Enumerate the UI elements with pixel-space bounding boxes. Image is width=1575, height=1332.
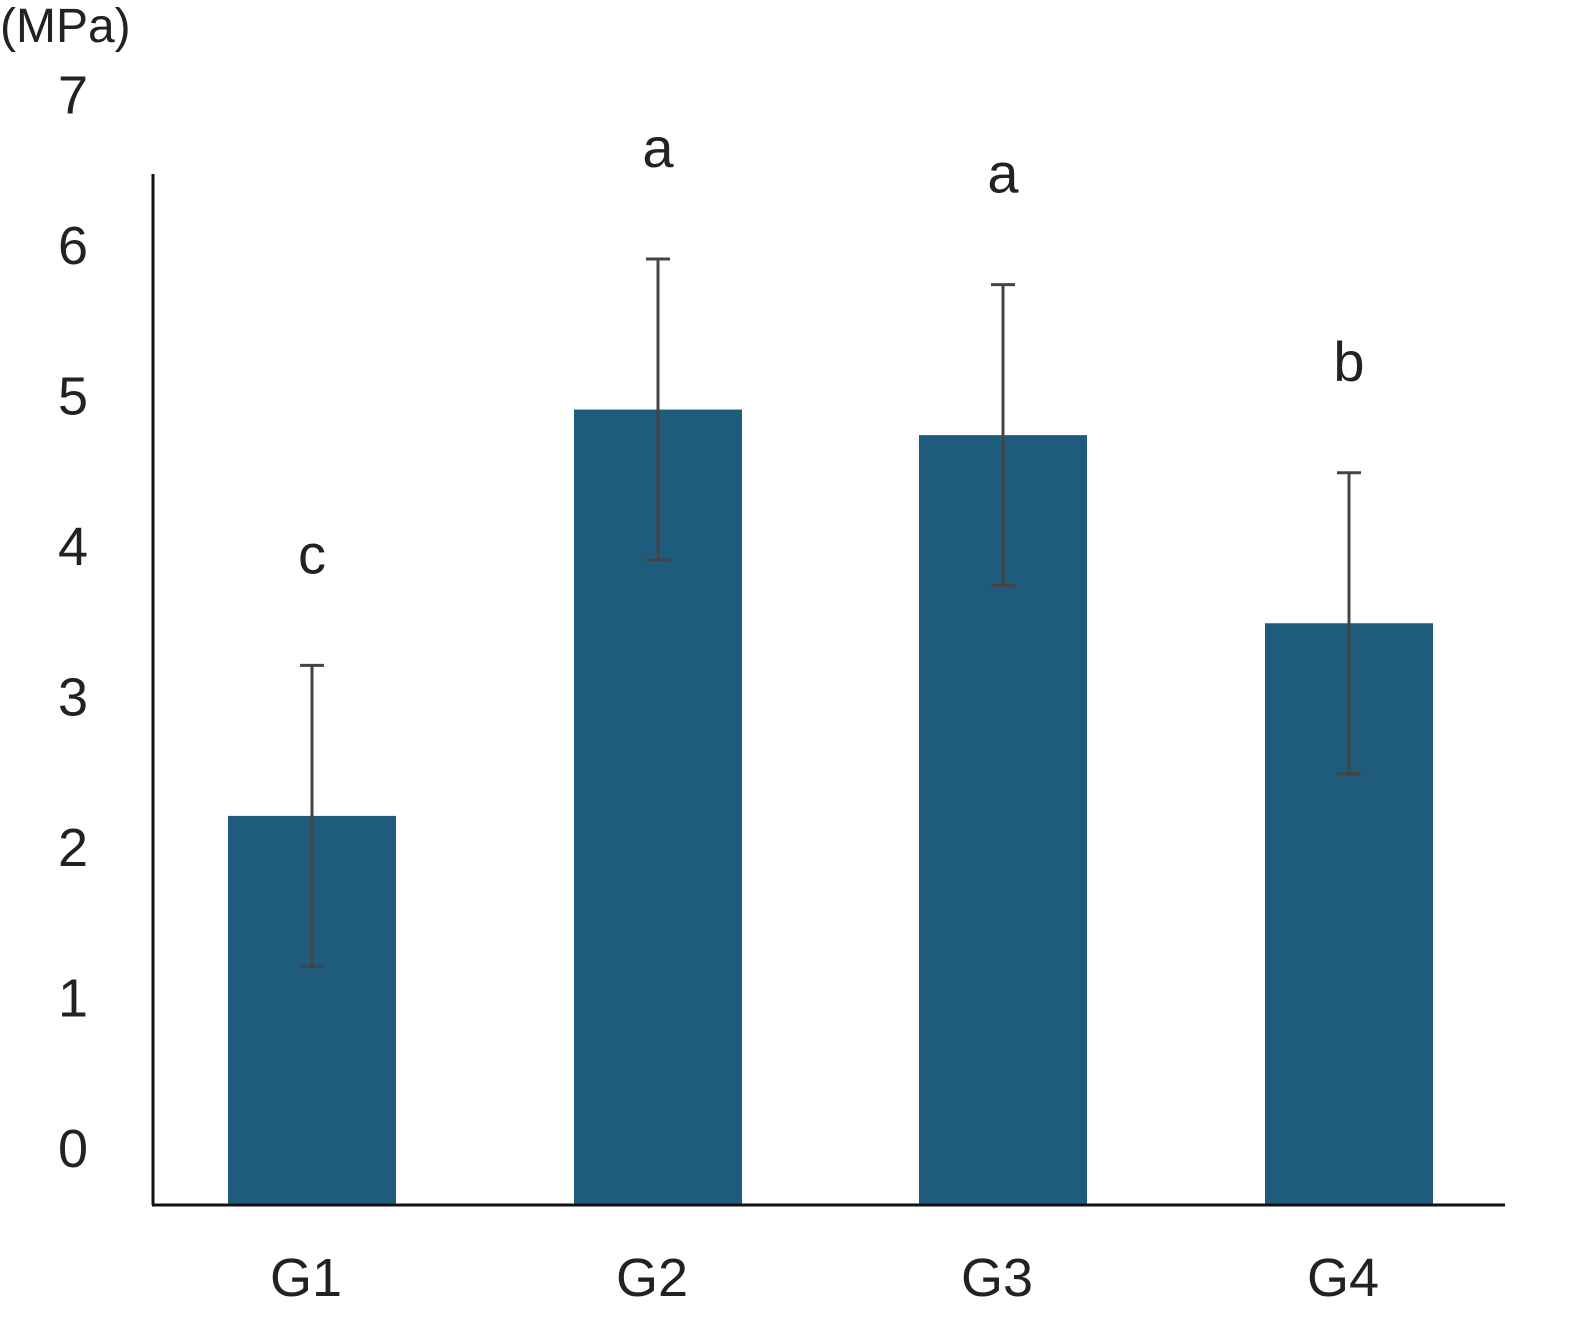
x-category-labels: G1 G2 G3 G4 bbox=[270, 1248, 1379, 1308]
y-tick-label: 0 bbox=[58, 1119, 88, 1179]
y-unit-label: (MPa) bbox=[0, 0, 131, 53]
y-tick-label: 2 bbox=[58, 818, 88, 878]
bars bbox=[228, 409, 1433, 1204]
significance-label-g3: a bbox=[987, 142, 1019, 205]
y-tick-label: 6 bbox=[58, 216, 88, 276]
significance-label-g2: a bbox=[642, 116, 674, 179]
y-tick-labels: 0 1 2 3 4 5 6 7 bbox=[58, 66, 88, 1180]
y-tick-label: 1 bbox=[58, 969, 88, 1029]
x-category-label-g3: G3 bbox=[961, 1248, 1033, 1308]
y-tick-label: 3 bbox=[58, 668, 88, 728]
error-bar-g4 bbox=[1337, 471, 1361, 776]
error-bars bbox=[300, 257, 1361, 968]
significance-label-g1: c bbox=[298, 522, 326, 585]
y-tick-label: 7 bbox=[58, 66, 88, 126]
error-bar-g3 bbox=[991, 283, 1015, 588]
significance-label-g4: b bbox=[1333, 330, 1364, 393]
y-tick-label: 5 bbox=[58, 367, 88, 427]
error-bar-g1 bbox=[300, 663, 324, 968]
error-bar-g2 bbox=[646, 257, 670, 562]
x-category-label-g1: G1 bbox=[270, 1248, 342, 1308]
x-category-label-g2: G2 bbox=[616, 1248, 688, 1308]
x-category-label-g4: G4 bbox=[1307, 1248, 1379, 1308]
significance-labels: c a a b bbox=[298, 116, 1365, 585]
y-tick-label: 4 bbox=[58, 517, 88, 577]
